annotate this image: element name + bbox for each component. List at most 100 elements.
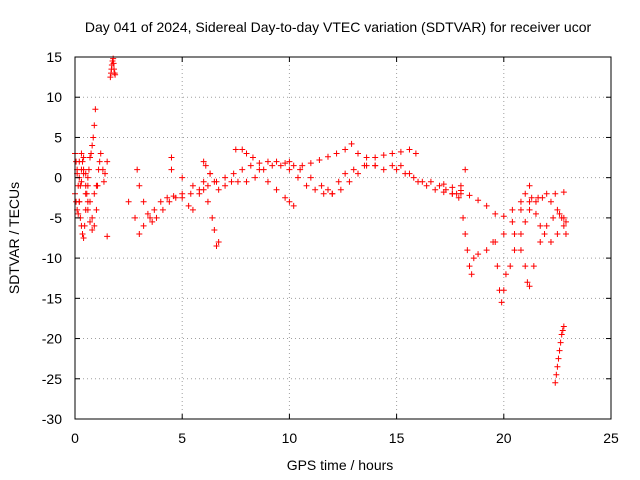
- data-point: [264, 158, 271, 165]
- data-point: [436, 182, 443, 189]
- data-point: [337, 186, 344, 193]
- data-point: [562, 230, 569, 237]
- data-point: [230, 170, 237, 177]
- data-point: [282, 160, 289, 167]
- x-tick-label: 20: [496, 430, 512, 446]
- data-point: [537, 239, 544, 246]
- data-point: [107, 74, 114, 81]
- data-point: [228, 178, 235, 185]
- data-point: [558, 331, 565, 338]
- data-point: [80, 154, 87, 161]
- y-tick-label: 15: [46, 49, 62, 65]
- y-tick-label: 0: [54, 170, 62, 186]
- data-point: [500, 213, 507, 220]
- data-point: [249, 154, 256, 161]
- plot-frame: [74, 56, 612, 420]
- data-point: [75, 210, 82, 217]
- data-point: [90, 134, 97, 141]
- data-point: [449, 184, 456, 191]
- data-point: [91, 122, 98, 129]
- data-point: [554, 363, 561, 370]
- data-point: [500, 230, 507, 237]
- data-point: [211, 226, 218, 233]
- data-point: [256, 166, 263, 173]
- data-point: [509, 218, 516, 225]
- data-point: [273, 186, 280, 193]
- data-point: [470, 255, 477, 262]
- data-point: [557, 339, 564, 346]
- data-point: [397, 148, 404, 155]
- series-descent-1: [393, 166, 567, 278]
- data-points: [72, 55, 569, 386]
- data-point: [239, 166, 246, 173]
- data-point: [204, 182, 211, 189]
- y-tick-label: -10: [42, 250, 62, 266]
- data-point: [517, 247, 524, 254]
- data-point: [560, 323, 567, 330]
- data-point: [157, 198, 164, 205]
- data-point: [264, 178, 271, 185]
- data-point: [100, 178, 107, 185]
- data-point: [269, 162, 276, 169]
- data-point: [524, 279, 531, 286]
- data-point: [528, 194, 535, 201]
- data-point: [164, 194, 171, 201]
- data-point: [466, 263, 473, 270]
- data-point: [273, 158, 280, 165]
- y-tick-label: -5: [50, 210, 63, 226]
- data-point: [511, 230, 518, 237]
- data-point: [348, 140, 355, 147]
- data-point: [537, 222, 544, 229]
- data-point: [397, 162, 404, 169]
- data-point: [232, 146, 239, 153]
- data-point: [78, 178, 85, 185]
- data-point: [76, 198, 83, 205]
- data-point: [110, 60, 117, 67]
- data-point: [464, 247, 471, 254]
- data-point: [412, 150, 419, 157]
- data-point: [77, 182, 84, 189]
- data-point: [89, 214, 96, 221]
- data-point: [522, 263, 529, 270]
- data-point: [342, 146, 349, 153]
- y-tick-label: -15: [42, 290, 62, 306]
- data-point: [457, 182, 464, 189]
- y-tick-label: -30: [42, 411, 62, 427]
- data-point: [166, 198, 173, 205]
- series-arc-c: [168, 146, 379, 250]
- data-point: [200, 178, 207, 185]
- data-point: [389, 150, 396, 157]
- data-point: [502, 271, 509, 278]
- data-point: [318, 182, 325, 189]
- data-point: [247, 162, 254, 169]
- data-point: [93, 182, 100, 189]
- data-point: [526, 182, 533, 189]
- x-tick-label: 15: [389, 430, 405, 446]
- data-point: [80, 235, 87, 241]
- data-point: [372, 162, 379, 169]
- data-point: [532, 198, 539, 205]
- data-point: [498, 299, 505, 306]
- data-point: [87, 154, 94, 161]
- data-point: [303, 182, 310, 189]
- data-point: [125, 198, 132, 205]
- data-point: [380, 166, 387, 173]
- data-point: [222, 174, 229, 181]
- data-point: [423, 182, 430, 189]
- data-point: [185, 202, 192, 209]
- data-point: [462, 230, 469, 237]
- data-point: [560, 222, 567, 229]
- data-point: [475, 251, 482, 258]
- data-point: [517, 206, 524, 213]
- data-point: [243, 178, 250, 185]
- data-point: [111, 66, 118, 73]
- data-point: [215, 186, 222, 193]
- grid: [75, 57, 611, 419]
- axis-ticks: 0 5 10 15 20 25 -30 -25 -20 -15 -10 -5 0 5 10 15: [42, 49, 619, 446]
- data-point: [560, 189, 567, 196]
- series-descent-3: [453, 166, 569, 306]
- data-point: [172, 194, 179, 201]
- data-point: [286, 198, 293, 205]
- data-point: [179, 174, 186, 181]
- series-deep-dip: [552, 323, 567, 386]
